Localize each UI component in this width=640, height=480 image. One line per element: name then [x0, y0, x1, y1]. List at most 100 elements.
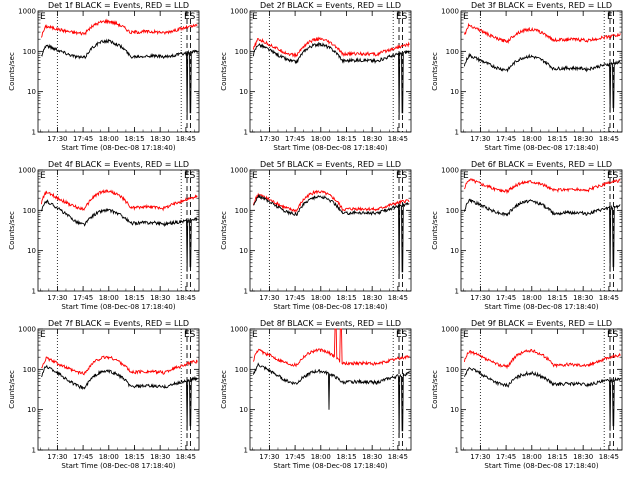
y-tick-label: 1: [32, 129, 36, 137]
panel-det-8: Det 8f BLACK = Events, RED = LLD Counts/s…: [220, 319, 412, 470]
y-axis-label: Counts/sec: [431, 52, 439, 91]
y-tick-label: 100: [23, 48, 36, 56]
corner-label-right: ES: [396, 330, 408, 340]
plot-frame: [460, 10, 623, 133]
x-axis-label: Start Time (08-Dec-08 17:18:40): [273, 144, 387, 152]
y-tick-label: 100: [235, 207, 248, 215]
y-axis-label: Counts/sec: [220, 370, 228, 409]
x-tick-label: 18:00: [311, 294, 331, 302]
y-tick-label: 10: [239, 406, 248, 414]
x-tick-label: 18:00: [99, 135, 119, 143]
x-tick-label: 18:15: [124, 135, 144, 143]
corner-label-right: ES: [607, 171, 619, 181]
corner-label-right: ES: [184, 330, 196, 340]
x-tick-label: 18:15: [124, 453, 144, 461]
x-axis-label: Start Time (08-Dec-08 17:18:40): [61, 462, 175, 470]
y-tick-label: 1: [455, 288, 459, 296]
plot-frame: [37, 328, 200, 451]
corner-label-left: E: [40, 12, 46, 22]
x-tick-label: 17:45: [496, 453, 516, 461]
x-tick-label: 18:15: [336, 453, 356, 461]
series-line-lld-red: [252, 189, 410, 213]
corner-label-left: E: [252, 171, 258, 181]
x-tick-label: 18:00: [311, 453, 331, 461]
x-axis-label: Start Time (08-Dec-08 17:18:40): [484, 144, 598, 152]
y-tick-label: 10: [450, 88, 459, 96]
y-axis-label: Counts/sec: [8, 52, 16, 91]
y-tick-label: 100: [235, 366, 248, 374]
series-line-lld-red: [252, 328, 410, 368]
y-tick-label: 100: [446, 207, 459, 215]
x-tick-label: 18:15: [547, 294, 567, 302]
y-tick-label: 1000: [230, 326, 248, 334]
x-tick-label: 18:30: [362, 135, 382, 143]
y-tick-label: 1000: [230, 167, 248, 175]
x-tick-label: 17:30: [259, 453, 279, 461]
panel-det-3: Det 3f BLACK = Events, RED = LLD Counts/s…: [431, 1, 623, 152]
x-tick-label: 18:45: [176, 294, 196, 302]
x-tick-label: 18:30: [573, 453, 593, 461]
x-tick-label: 18:45: [388, 294, 408, 302]
x-tick-label: 18:45: [599, 453, 619, 461]
x-tick-label: 18:45: [176, 135, 196, 143]
corner-label-left: E: [40, 171, 46, 181]
y-axis-label: Counts/sec: [8, 211, 16, 250]
series-line-lld-red: [41, 355, 198, 376]
panel-det-5: Det 5f BLACK = Events, RED = LLD Counts/s…: [220, 160, 412, 311]
series-line-events-black: [463, 367, 621, 431]
y-tick-label: 100: [23, 207, 36, 215]
series-line-lld-red: [40, 189, 198, 212]
y-tick-label: 1: [244, 447, 248, 455]
y-tick-label: 1: [244, 288, 248, 296]
corner-label-left: E: [252, 330, 258, 340]
x-tick-label: 18:30: [362, 294, 382, 302]
series-line-lld-red: [40, 18, 198, 38]
x-tick-label: 17:30: [470, 453, 490, 461]
panel-title: Det 4f BLACK = Events, RED = LLD: [48, 160, 189, 169]
x-tick-label: 18:30: [150, 294, 170, 302]
x-tick-label: 17:30: [47, 294, 67, 302]
y-tick-label: 10: [27, 406, 36, 414]
series-line-events-black: [252, 41, 410, 120]
plot-frame: [249, 328, 412, 451]
y-tick-label: 100: [23, 366, 36, 374]
x-tick-label: 17:30: [259, 294, 279, 302]
y-axis-label: Counts/sec: [431, 370, 439, 409]
x-tick-label: 18:30: [573, 135, 593, 143]
corner-label-right: ES: [184, 171, 196, 181]
x-tick-label: 17:45: [285, 453, 305, 461]
y-tick-label: 10: [450, 406, 459, 414]
panel-title: Det 7f BLACK = Events, RED = LLD: [48, 319, 189, 328]
series-line-lld-red: [252, 36, 410, 58]
x-tick-label: 17:30: [470, 294, 490, 302]
series-line-events-black: [41, 38, 198, 120]
corner-label-left: E: [40, 330, 46, 340]
y-tick-label: 10: [450, 247, 459, 255]
series-line-lld-red: [464, 178, 621, 195]
plot-frame: [37, 10, 200, 133]
x-tick-label: 18:45: [176, 453, 196, 461]
corner-label-right: ES: [396, 171, 408, 181]
x-tick-label: 18:30: [150, 135, 170, 143]
x-tick-label: 18:45: [388, 135, 408, 143]
y-tick-label: 100: [446, 48, 459, 56]
corner-label-right: E: [607, 12, 613, 22]
panel-title: Det 5f BLACK = Events, RED = LLD: [260, 160, 401, 169]
corner-label-right: ES: [184, 12, 196, 22]
x-tick-label: 18:00: [99, 453, 119, 461]
x-tick-label: 18:00: [522, 294, 542, 302]
panel-title: Det 9f BLACK = Events, RED = LLD: [471, 319, 612, 328]
x-tick-label: 17:30: [47, 453, 67, 461]
x-tick-label: 17:45: [496, 135, 516, 143]
y-tick-label: 1: [244, 129, 248, 137]
x-tick-label: 18:30: [150, 453, 170, 461]
x-tick-label: 18:15: [336, 294, 356, 302]
series-line-events-black: [252, 362, 410, 438]
plot-frame: [249, 169, 412, 292]
panel-det-2: Det 2f BLACK = Events, RED = LLD Counts/s…: [220, 1, 412, 152]
panel-det-7: Det 7f BLACK = Events, RED = LLD Counts/s…: [8, 319, 200, 470]
panel-title: Det 1f BLACK = Events, RED = LLD: [48, 1, 189, 10]
x-tick-label: 18:45: [388, 453, 408, 461]
